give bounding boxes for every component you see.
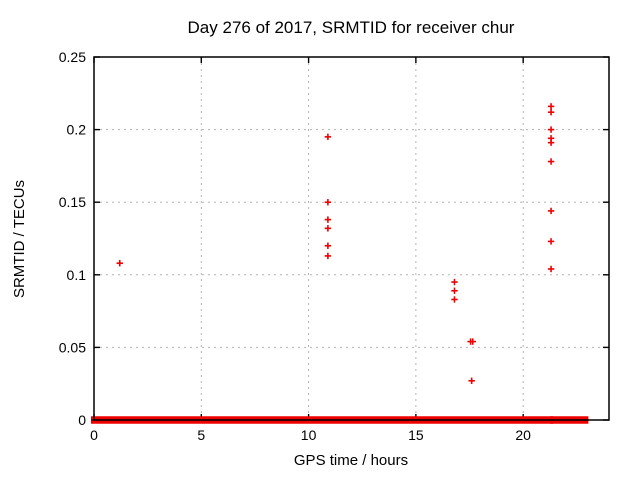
data-point-marker: [324, 199, 332, 206]
x-axis-label: GPS time / hours: [294, 452, 408, 469]
data-point-marker: [451, 287, 458, 294]
data-point-marker: [547, 126, 555, 133]
data-point-marker: [547, 103, 555, 110]
x-tick-label: 0: [90, 427, 98, 443]
data-point-marker: [324, 133, 332, 141]
data-point-marker: [469, 338, 476, 345]
y-tick-label: 0.15: [59, 194, 86, 210]
y-tick-label: 0: [78, 412, 86, 428]
y-tick-label: 0.05: [59, 339, 86, 355]
data-point-marker: [324, 216, 332, 223]
y-tick-label: 0.25: [59, 49, 86, 65]
data-points: [116, 103, 555, 384]
x-tick-label: 15: [408, 427, 424, 443]
data-point-marker: [547, 265, 555, 273]
y-axis-label: SRMTID / TECUs: [11, 180, 28, 298]
data-point-marker: [547, 238, 555, 245]
tick-labels: 0 5 10 15 20 0 0.05 0.1 0.15 0.2 0.25: [59, 49, 531, 443]
x-tick-label: 20: [515, 427, 531, 443]
plot-border: [93, 56, 610, 421]
data-point-marker: [547, 139, 555, 146]
axis-ticks: [93, 56, 609, 421]
chart-title: Day 276 of 2017, SRMTID for receiver chu…: [188, 18, 515, 37]
data-point-marker: [116, 259, 123, 267]
data-point-marker: [324, 252, 332, 260]
x-tick-label: 5: [197, 427, 205, 443]
data-point-marker: [451, 278, 458, 286]
data-point-marker: [324, 242, 332, 249]
data-point-marker: [547, 158, 555, 165]
data-point-marker: [547, 207, 555, 215]
data-point-marker: [324, 225, 332, 232]
data-point-marker: [451, 296, 458, 303]
y-tick-label: 0.2: [67, 122, 87, 138]
x-tick-label: 10: [301, 427, 317, 443]
data-point-marker: [547, 108, 555, 116]
gridlines: [93, 56, 609, 421]
y-tick-label: 0.1: [67, 267, 87, 283]
data-point-marker: [468, 377, 475, 384]
